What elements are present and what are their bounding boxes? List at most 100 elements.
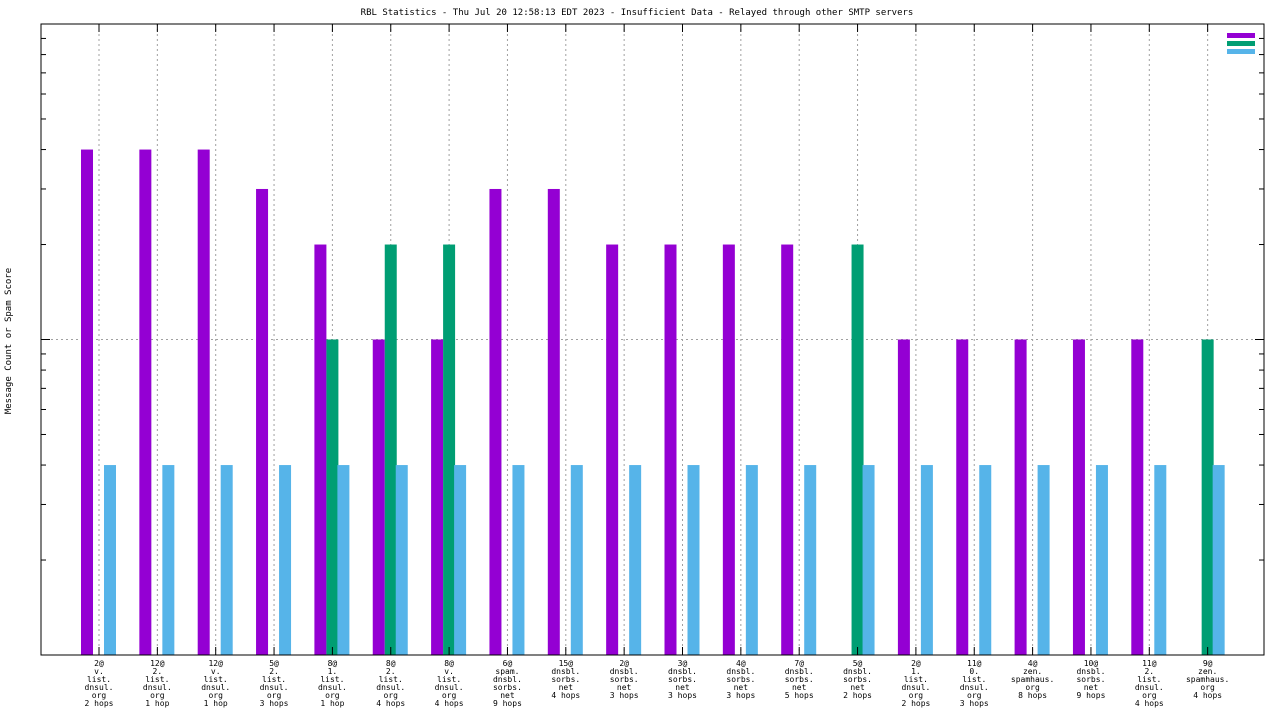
x-tick-label: 8@ 2. list. dnsul. org 4 hops: [376, 659, 405, 708]
axis-layer: [40, 23, 1265, 656]
x-tick-label-line: 11@: [1142, 659, 1157, 668]
x-tick-label: 12@ 2. list. dnsul. org 1 hop: [143, 659, 172, 708]
x-tick-label: 11@ 0. list. dnsul. org 3 hops: [960, 659, 989, 708]
x-tick-label-line: dnsul.: [960, 683, 989, 692]
x-tick-label-line: sorbs.: [785, 675, 814, 684]
x-tick-label-line: list.: [437, 675, 461, 684]
bar-not-spam: [897, 339, 910, 655]
x-tick-label-line: org: [442, 691, 457, 700]
x-tick-label-line: 2.: [269, 667, 279, 676]
x-tick-label-line: 4@: [1028, 659, 1038, 668]
x-tick-label-line: sorbs.: [1076, 675, 1105, 684]
bar-score-0-1: [279, 465, 292, 655]
bar-spam: [326, 339, 339, 655]
x-tick-label-line: net: [850, 683, 865, 692]
x-tick-label-line: 4 hops: [376, 699, 405, 708]
x-tick-label-line: 4 hops: [551, 691, 580, 700]
x-tick-label-line: list.: [1137, 675, 1161, 684]
bar-not-spam: [1014, 339, 1027, 655]
x-tick-label-line: dnsbl.: [668, 667, 697, 676]
x-tick-label-line: 2.: [153, 667, 163, 676]
bar-score-0-1: [629, 465, 642, 655]
x-tick-label-line: 1.: [911, 667, 921, 676]
x-tick-label-line: 5@: [269, 659, 279, 668]
x-tick-label-line: dnsul.: [318, 683, 347, 692]
x-tick-label-line: sorbs.: [610, 675, 639, 684]
x-tick-label-line: 2.: [386, 667, 396, 676]
x-tick-label-line: org: [384, 691, 399, 700]
x-tick-label-line: 4@: [736, 659, 746, 668]
bar-not-spam: [81, 149, 93, 655]
x-tick-label-line: 9@: [1203, 659, 1213, 668]
bar-score-0-1: [862, 465, 875, 655]
x-tick-label: 7@ dnsbl. sorbs. net 5 hops: [785, 659, 814, 700]
x-tick-label-line: list.: [904, 675, 928, 684]
x-tick-label-line: list.: [145, 675, 169, 684]
x-tick-label-line: 15@: [559, 659, 574, 668]
x-tick-label-line: dnsul.: [1135, 683, 1164, 692]
bar-score-0-1: [1154, 465, 1167, 655]
x-tick-label-line: 1 hop: [320, 699, 344, 708]
x-tick-label-line: org: [1025, 683, 1040, 692]
bar-score-0-1: [337, 465, 350, 655]
x-tick-label-line: org: [967, 691, 982, 700]
bar-score-0-1: [512, 465, 525, 655]
bar-score-0-1: [979, 465, 992, 655]
x-tick-label-line: 8 hops: [1018, 691, 1047, 700]
x-tick-label-line: org: [92, 691, 107, 700]
x-tick-label-line: 10@: [1084, 659, 1099, 668]
x-tick-label-line: zen.: [1023, 667, 1042, 676]
x-tick-label: 9@ zen. spamhaus. org 4 hops: [1186, 659, 1229, 700]
x-tick-label: 5@ dnsbl. sorbs. net 2 hops: [843, 659, 872, 700]
x-tick-label-line: org: [267, 691, 282, 700]
x-tick-label: 2@ v. list. dnsul. org 2 hops: [85, 659, 114, 708]
x-tick-label-line: list.: [379, 675, 403, 684]
x-tick-label: 5@ 2. list. dnsul. org 3 hops: [260, 659, 289, 708]
x-tick-label-line: 2@: [94, 659, 104, 668]
x-tick-label-line: 9 hops: [493, 699, 522, 708]
x-tick-label-line: 7@: [794, 659, 804, 668]
x-tick-label-line: dnsul.: [435, 683, 464, 692]
bar-spam: [851, 244, 864, 656]
legend-swatch: [1227, 41, 1255, 46]
bar-score-0-1: [395, 465, 408, 655]
x-tick-label: 8@ v. list. dnsul. org 4 hops: [435, 659, 464, 708]
x-tick-label-line: list.: [962, 675, 986, 684]
x-tick-label-line: net: [734, 683, 749, 692]
x-tick-label-line: spamhaus.: [1011, 675, 1054, 684]
x-tick-label-line: dnsbl.: [726, 667, 755, 676]
bar-not-spam: [431, 339, 444, 655]
bar-score-0-1: [687, 465, 700, 655]
bar-spam: [443, 244, 456, 656]
legend: [1227, 33, 1255, 54]
x-tick-label-line: list.: [204, 675, 228, 684]
x-tick-label: 12@ v. list. dnsul. org 1 hop: [201, 659, 230, 708]
bar-not-spam: [547, 188, 560, 655]
bar-not-spam: [139, 149, 152, 655]
x-tick-label-line: spam.: [495, 667, 519, 676]
x-tick-label-line: dnsbl.: [610, 667, 639, 676]
x-tick-label-line: list.: [87, 675, 111, 684]
bar-not-spam: [956, 339, 969, 655]
x-tick-label: 2@ 1. list. dnsul. org 2 hops: [901, 659, 930, 708]
x-tick-label-line: dnsbl.: [785, 667, 814, 676]
x-tick-label-line: v.: [211, 667, 221, 676]
x-tick-label-line: dnsbl.: [1076, 667, 1105, 676]
x-tick-label-line: 3 hops: [610, 691, 639, 700]
x-tick-label-line: 3 hops: [260, 699, 289, 708]
x-tick-label-line: 8@: [444, 659, 454, 668]
x-tick-label-line: net: [617, 683, 632, 692]
x-tick-label-line: dnsul.: [85, 683, 114, 692]
bar-score-0-1: [570, 465, 583, 655]
bar-score-0-1: [162, 465, 175, 655]
x-tick-label-line: net: [1084, 683, 1099, 692]
bar-score-0-1: [920, 465, 933, 655]
bar-score-0-1: [454, 465, 467, 655]
x-tick-label: 4@ dnsbl. sorbs. net 3 hops: [726, 659, 755, 700]
x-tick-label-line: sorbs.: [668, 675, 697, 684]
x-tick-label-line: 12@: [150, 659, 165, 668]
x-tick-label-line: 3@: [678, 659, 688, 668]
bar-not-spam: [1072, 339, 1085, 655]
x-tick-label-line: zen.: [1198, 667, 1217, 676]
